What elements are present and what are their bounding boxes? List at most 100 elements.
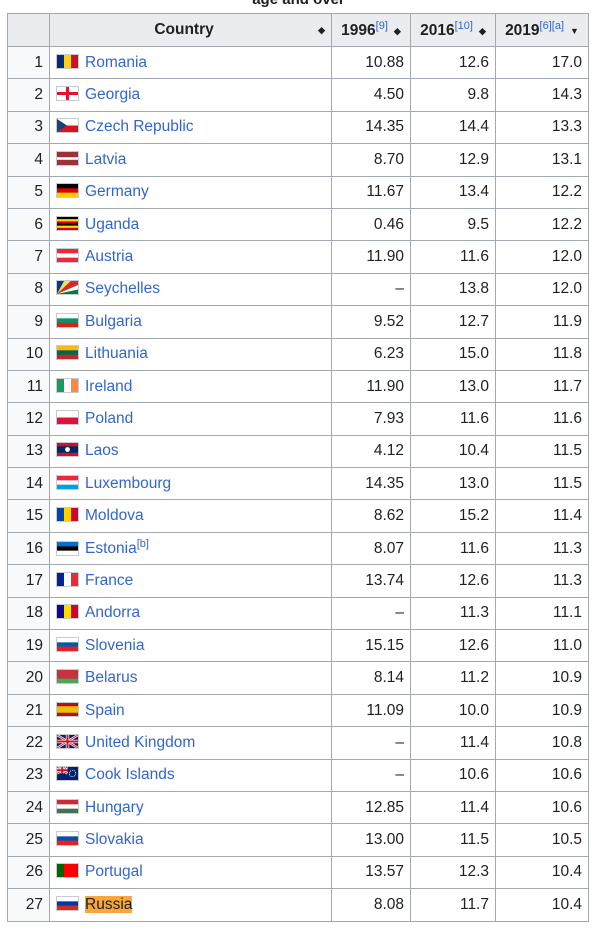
country-link[interactable]: Poland: [85, 409, 134, 427]
rank-header: [7, 13, 50, 47]
country-link[interactable]: Cook Islands: [85, 766, 175, 784]
value-2019-cell: 11.5: [495, 434, 589, 469]
sort-both-icon[interactable]: ◆: [318, 24, 325, 35]
year-2019-header[interactable]: 2019[6][a] ▼: [495, 13, 589, 47]
country-link[interactable]: France: [85, 571, 134, 589]
table-row: 2 Georgia 4.50 9.8 14.3: [7, 78, 589, 112]
value-1996-cell: 12.85: [331, 790, 411, 825]
year-2016-header[interactable]: 2016[10] ◆: [410, 13, 496, 47]
value-2019-cell: 17.0: [495, 45, 589, 80]
country-link[interactable]: Slovakia: [85, 831, 144, 849]
country-link[interactable]: Lithuania: [85, 345, 148, 363]
andorra-flag-icon: [56, 604, 79, 620]
table-row: 25 Slovakia 13.00 11.5 10.5: [7, 823, 589, 857]
country-link[interactable]: Andorra: [85, 604, 141, 622]
country-link[interactable]: Estonia: [85, 540, 137, 558]
country-link[interactable]: Austria: [85, 248, 134, 266]
country-link[interactable]: Slovenia: [85, 636, 145, 654]
cook-islands-flag-icon: [56, 766, 79, 782]
value-2016-cell: 12.7: [410, 305, 496, 339]
rank-cell: 17: [7, 564, 50, 598]
year-1996-header[interactable]: 1996[9] ◆: [331, 13, 411, 47]
country-link[interactable]: Spain: [85, 701, 125, 719]
sort-both-icon[interactable]: ◆: [393, 26, 401, 37]
country-cell: United Kingdom: [49, 726, 332, 760]
rank-cell: 8: [7, 272, 50, 307]
value-2019-cell: 14.3: [495, 78, 589, 112]
value-2019-cell: 10.4: [495, 888, 589, 922]
value-2019-cell: 12.2: [495, 207, 589, 242]
year-2016-ref[interactable]: [10]: [454, 19, 473, 32]
country-link[interactable]: Laos: [85, 442, 119, 460]
value-1996-cell: 11.67: [331, 175, 411, 209]
value-1996-cell: 14.35: [331, 110, 411, 145]
country-link[interactable]: Uganda: [85, 215, 140, 233]
country-link[interactable]: Germany: [85, 183, 149, 201]
rank-cell: 9: [7, 305, 50, 339]
value-2016-cell: 10.6: [410, 758, 496, 792]
country-link[interactable]: Hungary: [85, 798, 144, 816]
value-2016-cell: 12.6: [410, 629, 496, 663]
sort-both-icon[interactable]: ◆: [478, 26, 486, 37]
value-2019-cell: 10.9: [495, 661, 589, 695]
rank-cell: 3: [7, 110, 50, 145]
table-row: 14 Luxembourg 14.35 13.0 11.5: [7, 467, 589, 501]
year-1996-label: 1996: [341, 22, 376, 40]
table-row: 27 Russia 8.08 11.7 10.4: [7, 888, 589, 922]
table-row: 16 Estonia[b] 8.07 11.6 11.3: [7, 531, 589, 566]
country-link[interactable]: Russia: [85, 895, 133, 913]
sort-desc-icon[interactable]: ▼: [570, 26, 579, 37]
country-link[interactable]: Seychelles: [85, 280, 160, 298]
value-1996-cell: 11.09: [331, 693, 411, 728]
value-1996-cell: 8.70: [331, 143, 411, 177]
country-ref[interactable]: [b]: [136, 538, 149, 551]
value-2019-cell: 11.3: [495, 564, 589, 598]
value-2019-cell: 11.4: [495, 499, 589, 533]
country-link[interactable]: United Kingdom: [85, 733, 196, 751]
table-row: 3 Czech Republic 14.35 14.4 13.3: [7, 110, 589, 145]
value-2016-cell: 13.8: [410, 272, 496, 307]
country-link[interactable]: Latvia: [85, 150, 127, 168]
romania-flag-icon: [56, 53, 79, 69]
country-link[interactable]: Ireland: [85, 377, 133, 395]
country-header[interactable]: Country ◆: [49, 13, 332, 47]
country-link[interactable]: Czech Republic: [85, 118, 194, 136]
value-1996-cell: 8.62: [331, 499, 411, 533]
table-row: 8 Seychelles – 13.8 12.0: [7, 272, 589, 307]
value-2016-cell: 11.7: [410, 888, 496, 922]
value-2016-cell: 11.5: [410, 823, 496, 857]
value-2019-cell: 10.6: [495, 758, 589, 792]
value-2016-cell: 11.2: [410, 661, 496, 695]
value-1996-cell: 7.93: [331, 402, 411, 436]
uk-flag-icon: [56, 733, 79, 749]
table-row: 10 Lithuania 6.23 15.0 11.8: [7, 337, 589, 371]
country-cell: Belarus: [49, 661, 332, 695]
country-link[interactable]: Georgia: [85, 86, 141, 104]
value-2016-cell: 9.8: [410, 78, 496, 112]
country-cell: Romania: [49, 45, 332, 80]
france-flag-icon: [56, 571, 79, 587]
value-2016-cell: 15.0: [410, 337, 496, 371]
table-row: 19 Slovenia 15.15 12.6 11.0: [7, 629, 589, 663]
country-cell: Lithuania: [49, 337, 332, 371]
country-link[interactable]: Moldova: [85, 507, 144, 525]
year-2019-ref[interactable]: [6][a]: [539, 19, 565, 32]
hungary-flag-icon: [56, 798, 79, 814]
table-row: 18 Andorra – 11.3 11.1: [7, 596, 589, 631]
table-row: 1 Romania 10.88 12.6 17.0: [7, 45, 589, 80]
country-link[interactable]: Bulgaria: [85, 312, 142, 330]
country-cell: Austria: [49, 240, 332, 274]
value-1996-cell: 13.74: [331, 564, 411, 598]
value-1996-cell: 8.08: [331, 888, 411, 922]
country-link[interactable]: Portugal: [85, 863, 143, 881]
country-link[interactable]: Romania: [85, 53, 148, 71]
country-link[interactable]: Luxembourg: [85, 474, 172, 492]
rank-cell: 6: [7, 207, 50, 242]
value-2019-cell: 11.7: [495, 369, 589, 404]
value-2016-cell: 11.6: [410, 531, 496, 566]
value-2016-cell: 11.3: [410, 596, 496, 631]
country-link[interactable]: Belarus: [85, 669, 138, 687]
year-1996-ref[interactable]: [9]: [375, 19, 388, 32]
bulgaria-flag-icon: [56, 312, 79, 328]
rank-cell: 18: [7, 596, 50, 631]
